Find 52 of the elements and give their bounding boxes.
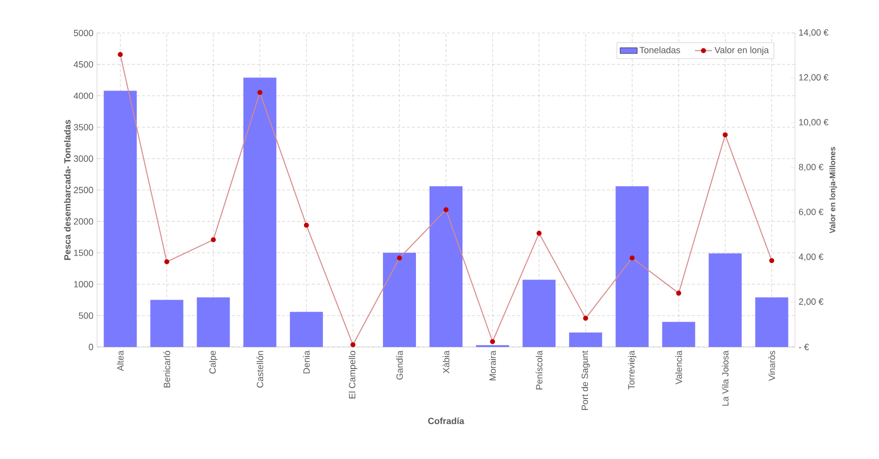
x-tick-label: Moraira	[489, 350, 496, 380]
bar	[382, 252, 416, 347]
x-tick-label: La Vila Joiosa	[722, 350, 729, 406]
bar	[104, 90, 137, 347]
y-tick-label: 4500	[74, 61, 94, 68]
bar	[150, 300, 184, 347]
bar	[569, 332, 602, 347]
y-tick-label: 2000	[74, 218, 94, 225]
x-tick-label: Calpe	[209, 350, 218, 374]
y2-tick-label: 4,00 €	[798, 254, 824, 261]
bar	[290, 312, 323, 347]
x-tick-label: Castellón	[256, 351, 264, 388]
y2-tick-label: 6,00 €	[798, 208, 824, 216]
y2-tick-label: 2,00 €	[798, 298, 824, 306]
y-tick-label: 0	[88, 344, 94, 350]
legend-label: Valor en lonja	[714, 46, 769, 56]
y-tick-label: 500	[78, 312, 94, 319]
x-tick-label: Port de Sagunt	[581, 350, 590, 410]
x-tick-label: Denia	[303, 350, 310, 374]
y2-axis-title: Valor en lonja-Millones	[829, 146, 837, 234]
y-tick-label: 2500	[74, 186, 94, 194]
x-tick-label: Benicarló	[163, 350, 170, 388]
bar	[243, 78, 276, 347]
y-tick-label: 3000	[74, 155, 94, 162]
y2-tick-label: 14,00 €	[799, 29, 828, 37]
y-axis-title: Pesca desembarcada- Toneladas	[64, 120, 71, 260]
bar	[616, 186, 649, 347]
y2-tick-label: 12,00 €	[799, 74, 828, 82]
x-tick-label: Peníscola	[536, 350, 542, 390]
x-axis-title: Cofradía	[428, 417, 464, 424]
y2-tick-label: - €	[798, 344, 809, 350]
x-tick-label: Xàbia	[442, 350, 450, 374]
bar	[522, 280, 556, 347]
bar	[430, 186, 463, 347]
bar	[708, 253, 742, 347]
y-tick-label: 1500	[74, 250, 94, 256]
bar	[662, 322, 696, 347]
legend-label: Toneladas	[640, 46, 680, 54]
y2-tick-label: 8,00 €	[798, 164, 824, 172]
y-tick-label: 4000	[74, 92, 94, 99]
x-tick-label: Gandía	[396, 350, 403, 380]
bar	[755, 297, 788, 347]
y-tick-label: 5000	[74, 30, 94, 36]
y2-tick-label: 10,00 €	[799, 118, 828, 126]
bar	[196, 297, 230, 347]
x-tick-label: Torrevieja	[628, 350, 636, 390]
x-tick-label: El Campello	[348, 350, 358, 398]
y-tick-label: 1000	[74, 281, 94, 288]
x-tick-label: Vinaròs	[768, 350, 776, 381]
y-tick-label: 3500	[74, 124, 94, 130]
x-tick-label: Altea	[116, 350, 124, 372]
x-tick-label: Valencia	[675, 350, 682, 384]
